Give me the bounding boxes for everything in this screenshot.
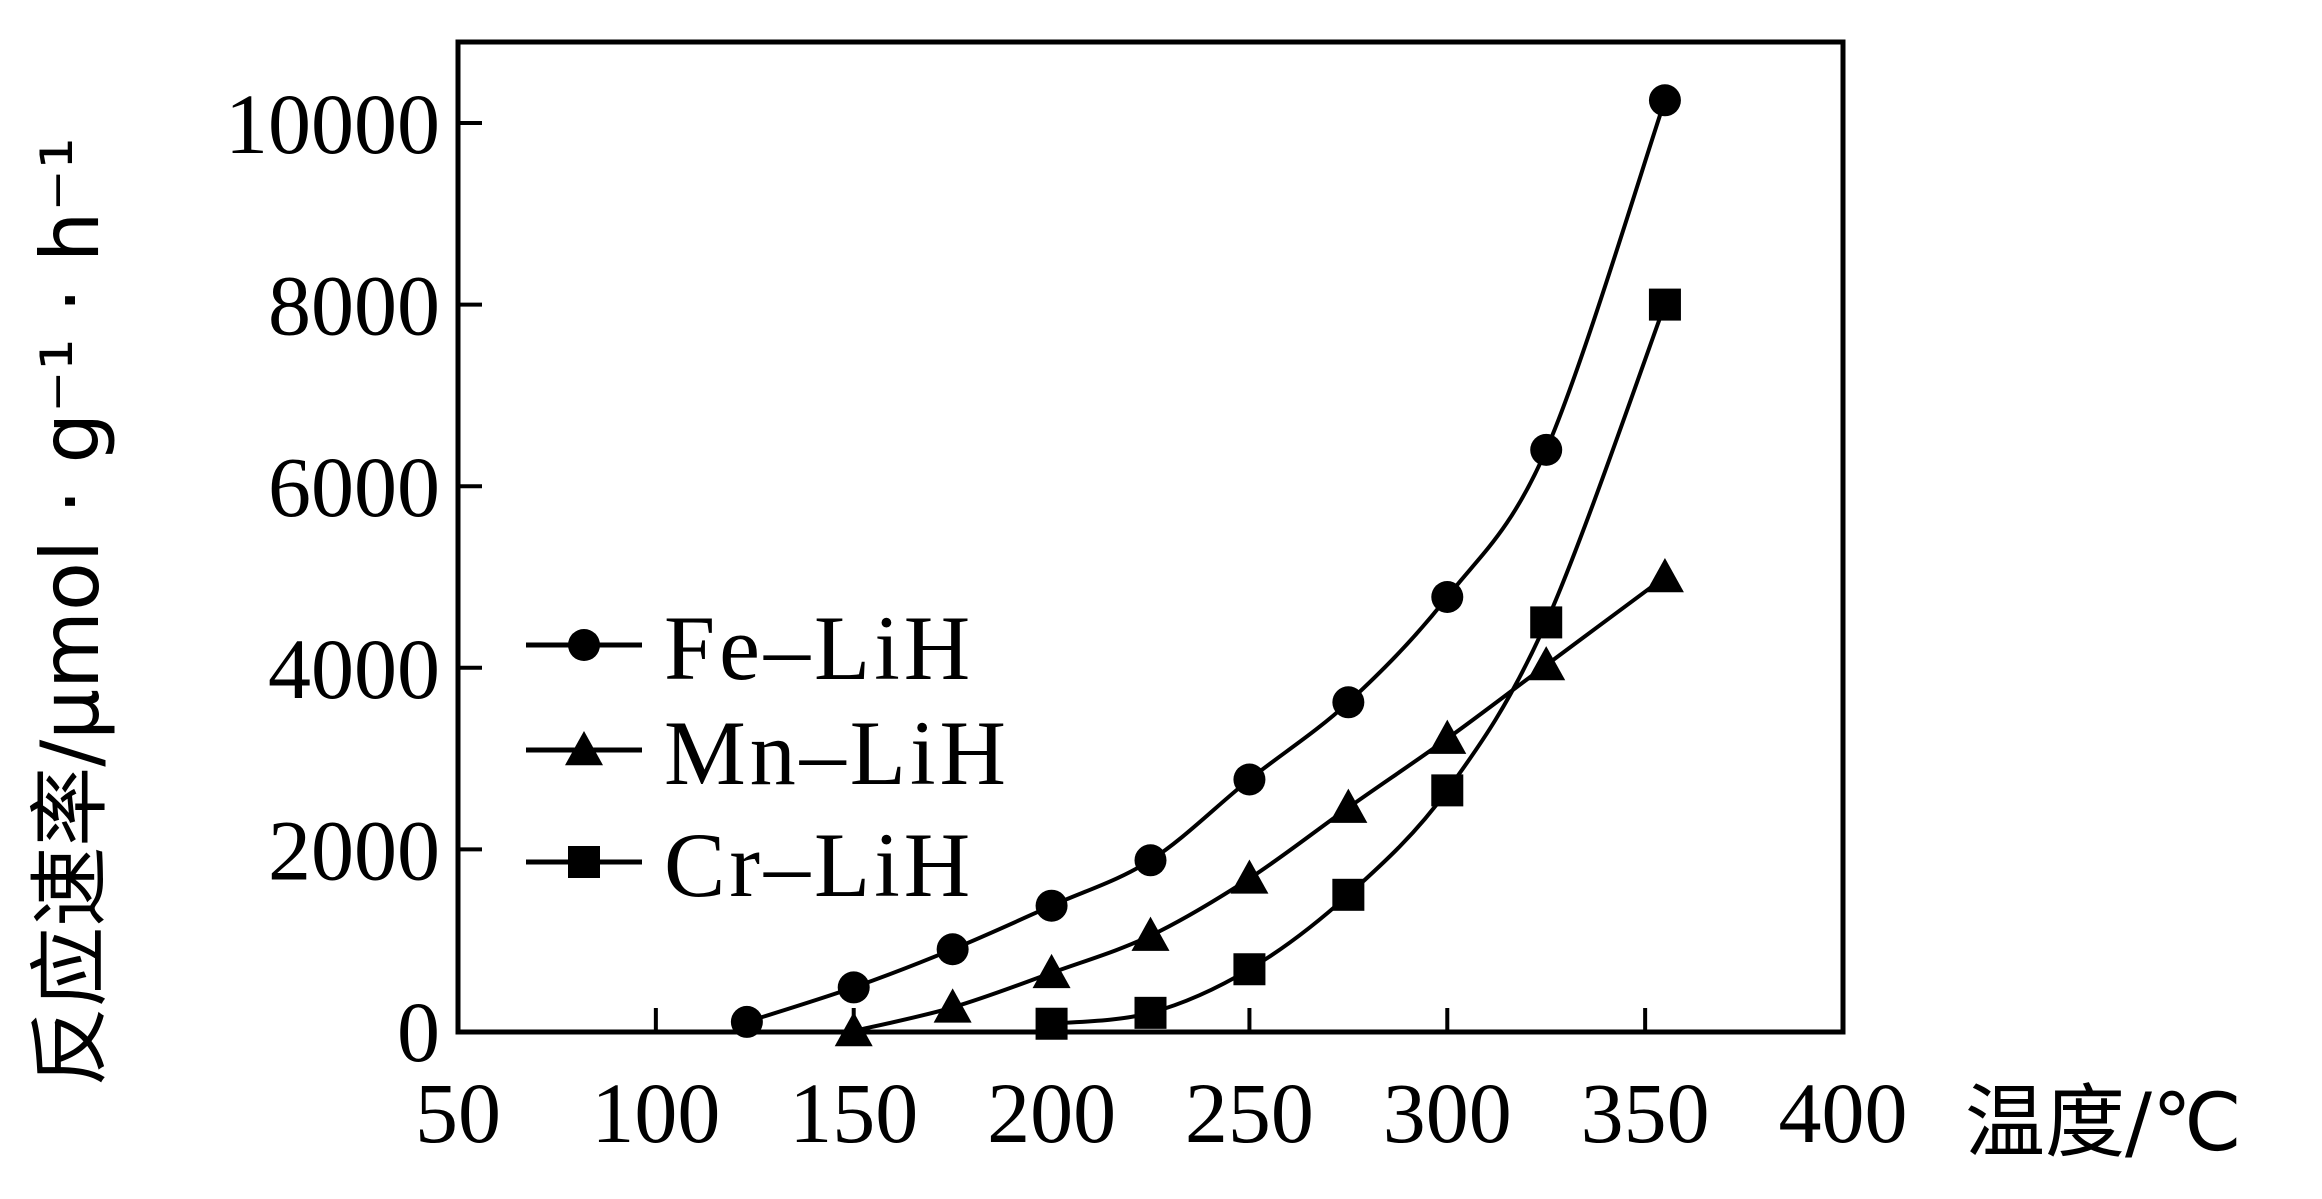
y-tick-label: 6000 [268, 439, 440, 535]
y-tick-label: 0 [397, 984, 440, 1080]
data-point-square [1233, 953, 1266, 986]
axis-ticks [458, 121, 1648, 1032]
x-tick-label: 100 [591, 1065, 720, 1161]
y-tick-label: 2000 [268, 802, 440, 898]
data-point-triangle [1230, 859, 1269, 894]
data-point-square [1035, 1007, 1068, 1040]
tick-labels: 50 100 150 200 250 300 350 40002000400060008000… [225, 76, 1908, 1161]
data-point-circle [1035, 889, 1068, 922]
data-point-triangle [1032, 953, 1071, 989]
data-point-circle [1332, 686, 1365, 719]
data-point-triangle [1131, 916, 1170, 951]
data-point-circle [936, 933, 969, 966]
legend-marker-triangle [565, 731, 603, 766]
data-point-square [1648, 288, 1681, 321]
x-tick-label: 200 [987, 1065, 1116, 1161]
data-point-circle [1134, 844, 1167, 877]
series-markers [730, 84, 1684, 1047]
x-tick-label: 300 [1383, 1065, 1512, 1161]
x-tick-label: 150 [789, 1065, 918, 1161]
y-tick-label: 10000 [225, 76, 440, 172]
data-point-circle [1530, 433, 1563, 466]
data-point-square [1431, 774, 1464, 807]
x-axis-title: 温度/℃ [1965, 1076, 2242, 1169]
legend-marker-circle [568, 629, 600, 661]
data-point-circle [730, 1005, 763, 1038]
data-point-triangle [834, 1012, 873, 1047]
legend-label: Mn–LiH [664, 702, 1010, 804]
data-point-square [1134, 996, 1167, 1029]
legend-label: Cr–LiH [664, 814, 974, 916]
y-tick-label: 8000 [268, 258, 440, 354]
data-point-triangle [933, 988, 972, 1023]
data-point-circle [1431, 580, 1464, 613]
data-point-square [1530, 606, 1563, 639]
x-tick-label: 350 [1581, 1065, 1710, 1161]
data-point-circle [837, 971, 870, 1004]
legend-label: Fe–LiH [664, 597, 974, 699]
y-tick-label: 4000 [268, 621, 440, 717]
data-point-triangle [1645, 558, 1684, 593]
x-tick-label: 50 [415, 1065, 501, 1161]
legend-marker-square [568, 846, 600, 878]
data-point-circle [1233, 763, 1266, 796]
plot-frame [455, 39, 1846, 1035]
data-point-square [1332, 878, 1365, 911]
data-point-circle [1648, 84, 1681, 117]
y-axis-title: 反应速率/μmol · g⁻¹ · h⁻¹ [24, 137, 117, 1087]
series-line-square [1051, 303, 1667, 1026]
data-point-triangle [1428, 719, 1467, 754]
data-point-triangle [1329, 788, 1368, 823]
data-point-triangle [1527, 646, 1566, 681]
x-tick-label: 250 [1185, 1065, 1314, 1161]
x-tick-label: 400 [1779, 1065, 1908, 1161]
